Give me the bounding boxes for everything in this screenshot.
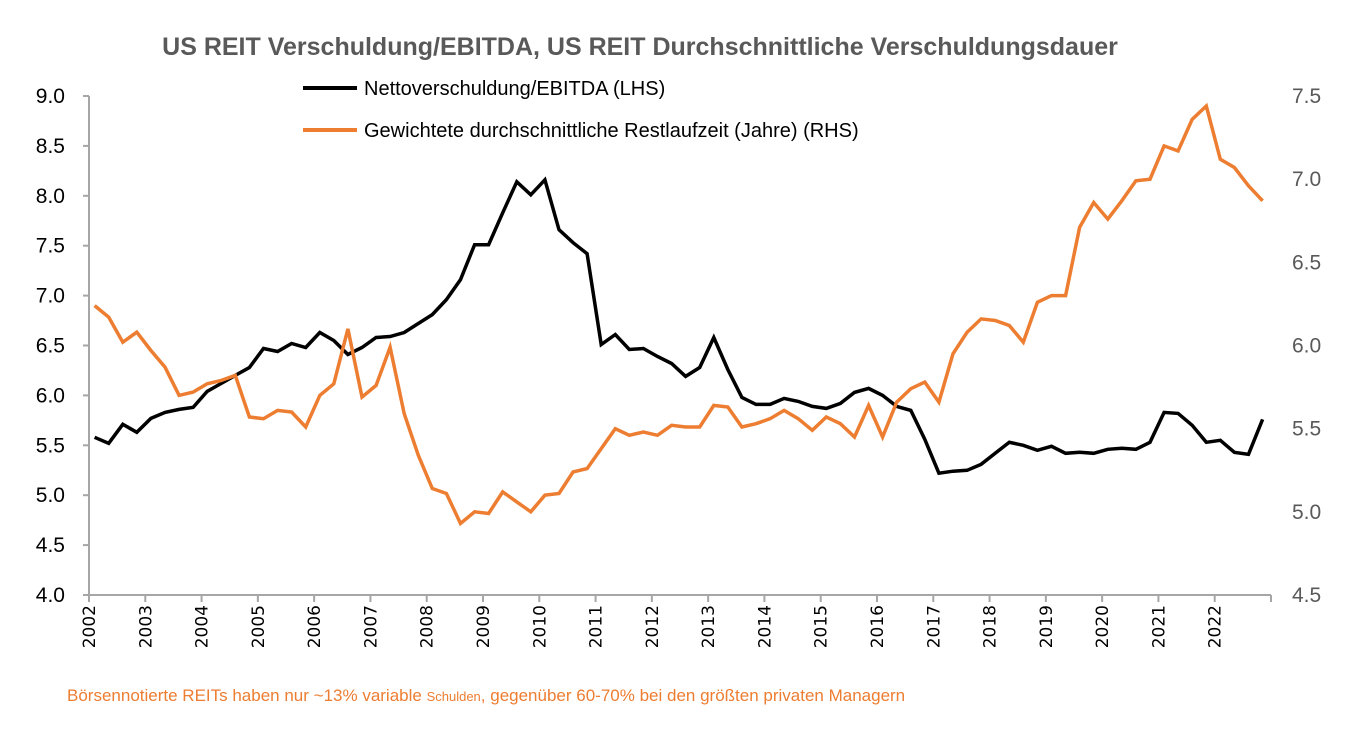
y-tick-label-left: 9.0: [36, 85, 65, 108]
x-tick-label: 2012: [643, 605, 663, 648]
x-tick-label: 2014: [755, 605, 775, 648]
x-tick-label: 2017: [924, 605, 944, 648]
x-axis: 2002 2003 2004 2005 2006 2007 2008 2009 2010 2011…: [80, 595, 1272, 648]
y-tick-label-left: 5.0: [36, 484, 65, 507]
x-tick-label: 2004: [193, 605, 213, 648]
y-tick-label-left: 8.5: [36, 135, 65, 158]
points-net-debt-ebitda: [94, 179, 1263, 474]
legend-label-rhs: Gewichtete durchschnittliche Restlaufzei…: [364, 120, 859, 142]
y-tick-label-right: 5.5: [1292, 418, 1321, 441]
x-tick-label: 2019: [1037, 605, 1057, 648]
x-tick-label: 2015: [812, 605, 832, 648]
y-tick-label-left: 7.5: [36, 235, 65, 258]
chart-title: US REIT Verschuldung/EBITDA, US REIT Dur…: [162, 33, 1118, 61]
footnote: Börsennotierte REITs haben nur ~13% vari…: [67, 686, 905, 705]
axes: [88, 96, 1271, 596]
x-tick-label: 2005: [249, 605, 269, 648]
legend-label-lhs: Nettoverschuldung/EBITDA (LHS): [364, 78, 665, 100]
series-line-weighted-maturity: [93, 102, 1264, 527]
x-tick-label: 2002: [80, 605, 100, 648]
x-tick-label: 2003: [136, 605, 156, 648]
x-tick-label: 2009: [474, 605, 494, 648]
y-axis-right: 4.5 5.0 5.5 6.0 6.5 7.0 7.5: [1292, 85, 1321, 607]
x-tick-label: 2020: [1093, 605, 1113, 648]
x-tick-label: 2021: [1149, 605, 1169, 648]
x-tick-label: 2007: [361, 605, 381, 648]
x-tick-label: 2006: [305, 605, 325, 648]
y-tick-label-left: 5.5: [36, 434, 65, 457]
footnote-part3: , gegenüber 60-70% bei den größten priva…: [481, 686, 905, 705]
x-tick-label: 2022: [1206, 605, 1226, 648]
x-tick-label: 2011: [587, 605, 607, 648]
footnote-part2: Schulden: [427, 689, 481, 704]
y-tick-label-left: 4.5: [36, 534, 65, 557]
y-tick-label-right: 7.0: [1292, 168, 1321, 191]
x-tick-label: 2016: [868, 605, 888, 648]
x-tick-label: 2013: [699, 605, 719, 648]
y-tick-label-left: 4.0: [36, 584, 65, 607]
series-line-net-debt-ebitda: [93, 176, 1265, 476]
x-tick-label: 2008: [418, 605, 438, 648]
y-axis-left: 4.0 4.5 5.0 5.5 6.0 6.5 7.0 7.5 8.0 8.5 9.0: [36, 85, 89, 607]
y-tick-label-left: 8.0: [36, 185, 65, 208]
y-tick-label-right: 6.5: [1292, 251, 1321, 274]
y-tick-label-left: 6.0: [36, 384, 65, 407]
x-tick-label: 2010: [530, 605, 550, 648]
y-tick-label-left: 6.5: [36, 335, 65, 358]
legend: Nettoverschuldung/EBITDA (LHS) Gewichtet…: [303, 78, 859, 142]
y-tick-label-right: 5.0: [1292, 501, 1321, 524]
y-tick-label-right: 7.5: [1292, 85, 1321, 108]
plot-area: [93, 102, 1265, 527]
y-tick-label-left: 7.0: [36, 285, 65, 308]
x-tick-label: 2018: [981, 605, 1001, 648]
y-tick-label-right: 4.5: [1292, 584, 1321, 607]
y-tick-label-right: 6.0: [1292, 335, 1321, 358]
points-weighted-maturity: [94, 105, 1263, 524]
footnote-part1: Börsennotierte REITs haben nur ~13% vari…: [67, 686, 427, 705]
